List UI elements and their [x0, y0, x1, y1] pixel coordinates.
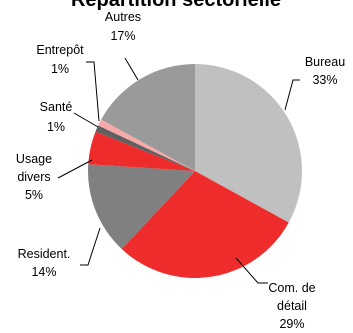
chart-title: Répartition sectorielle — [71, 0, 281, 11]
pie-slice-resident — [87, 164, 195, 249]
leader-line-com-detail — [235, 257, 268, 284]
leader-lines — [57, 57, 300, 284]
leader-line-entrepot — [86, 61, 100, 122]
leader-line-resident — [80, 227, 101, 266]
pie-slice-autres — [101, 64, 195, 171]
leader-line-bureau — [284, 79, 300, 111]
pie-slices — [87, 64, 302, 279]
slice-value-com-detail: 29% — [279, 317, 304, 331]
leader-line-autres — [124, 57, 139, 81]
slice-label-com-detail-line2: détail — [277, 299, 307, 313]
slice-value-bureau: 33% — [312, 73, 337, 87]
slice-label-autres: Autres — [105, 10, 141, 24]
slice-label-entrepot: Entrepôt — [36, 43, 84, 57]
slice-value-autres: 17% — [110, 29, 135, 43]
slice-label-com-detail-line1: Com. de — [268, 281, 315, 295]
slice-value-resident: 14% — [31, 265, 56, 279]
pie-slice-com-de-detail — [121, 171, 289, 279]
slice-label-bureau: Bureau — [305, 55, 345, 69]
slice-label-usage-divers-line1: Usage — [16, 152, 52, 166]
pie-slice-usage-divers — [88, 131, 195, 171]
slice-value-sante: 1% — [47, 120, 65, 134]
slice-label-usage-divers-line2: divers — [17, 170, 50, 184]
pie-slice-sante — [95, 125, 195, 171]
leader-line-sante — [73, 112, 99, 128]
pie-slice-entrepot — [98, 119, 195, 171]
leader-line-usage-divers — [57, 159, 93, 179]
slice-labels: Bureau 33% Com. de détail 29% Resident. … — [16, 10, 345, 331]
slice-value-usage-divers: 5% — [25, 188, 43, 202]
slice-label-resident: Resident. — [18, 247, 71, 261]
pie-slice-bureau — [195, 64, 302, 223]
slice-value-entrepot: 1% — [51, 62, 69, 76]
slice-label-sante: Santé — [40, 100, 73, 114]
